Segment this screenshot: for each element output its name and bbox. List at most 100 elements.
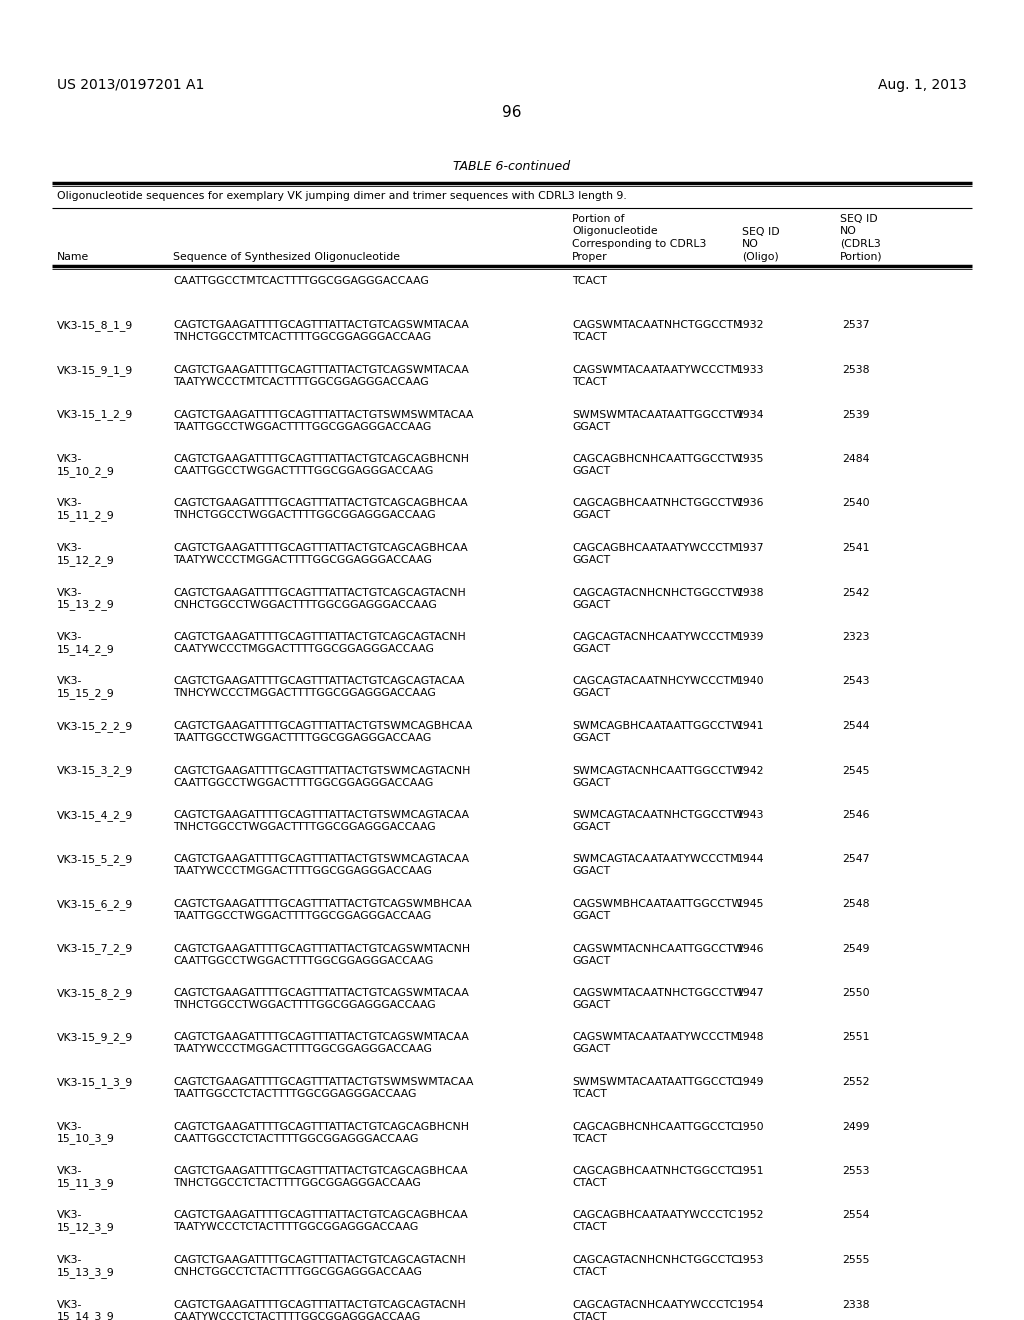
Text: 2546: 2546 [843,810,870,820]
Text: CAGSWMTACAATNHCTGGCCTM: CAGSWMTACAATNHCTGGCCTM [572,321,742,330]
Text: CAGTCTGAAGATTTTGCAGTTTATTACTGTCAGCAGTACNH: CAGTCTGAAGATTTTGCAGTTTATTACTGTCAGCAGTACN… [173,1299,466,1309]
Text: CAGTCTGAAGATTTTGCAGTTTATTACTGTCAGCAGBHCAA: CAGTCTGAAGATTTTGCAGTTTATTACTGTCAGCAGBHCA… [173,1166,468,1176]
Text: GGACT: GGACT [572,644,610,653]
Text: GGACT: GGACT [572,1044,610,1055]
Text: GGACT: GGACT [572,554,610,565]
Text: 2550: 2550 [843,987,870,998]
Text: GGACT: GGACT [572,866,610,876]
Text: CAGTCTGAAGATTTTGCAGTTTATTACTGTSWMCAGTACAA: CAGTCTGAAGATTTTGCAGTTTATTACTGTSWMCAGTACA… [173,854,469,865]
Text: 2323: 2323 [843,632,870,642]
Text: CAGTCTGAAGATTTTGCAGTTTATTACTGTCAGCAGTACNH: CAGTCTGAAGATTTTGCAGTTTATTACTGTCAGCAGTACN… [173,587,466,598]
Text: 1934: 1934 [736,409,764,420]
Text: 2540: 2540 [843,499,870,508]
Text: TAATTGGCCTWGGACTTTTGGCGGAGGGACCAAG: TAATTGGCCTWGGACTTTTGGCGGAGGGACCAAG [173,733,431,743]
Text: VK3-: VK3- [57,632,82,642]
Text: VK3-: VK3- [57,1255,82,1265]
Text: CAGTCTGAAGATTTTGCAGTTTATTACTGTCAGSWMTACAA: CAGTCTGAAGATTTTGCAGTTTATTACTGTCAGSWMTACA… [173,366,469,375]
Text: (Oligo): (Oligo) [742,252,778,261]
Text: 15_14_2_9: 15_14_2_9 [57,644,115,655]
Text: SWMCAGTACAATNHCTGGCCTW: SWMCAGTACAATNHCTGGCCTW [572,810,743,820]
Text: TAATYWCCCTMGGACTTTTGGCGGAGGGACCAAG: TAATYWCCCTMGGACTTTTGGCGGAGGGACCAAG [173,554,432,565]
Text: 2545: 2545 [843,766,870,776]
Text: CAATYWCCCTCTACTTTTGGCGGAGGGACCAAG: CAATYWCCCTCTACTTTTGGCGGAGGGACCAAG [173,1312,420,1320]
Text: 1954: 1954 [736,1299,764,1309]
Text: CAGTCTGAAGATTTTGCAGTTTATTACTGTSWMCAGTACNH: CAGTCTGAAGATTTTGCAGTTTATTACTGTSWMCAGTACN… [173,766,470,776]
Text: 1949: 1949 [736,1077,764,1086]
Text: CAGTCTGAAGATTTTGCAGTTTATTACTGTCAGSWMTACAA: CAGTCTGAAGATTTTGCAGTTTATTACTGTCAGSWMTACA… [173,321,469,330]
Text: VK3-15_7_2_9: VK3-15_7_2_9 [57,944,133,954]
Text: 2555: 2555 [843,1255,870,1265]
Text: 15_10_2_9: 15_10_2_9 [57,466,115,477]
Text: VK3-: VK3- [57,676,82,686]
Text: Proper: Proper [572,252,607,261]
Text: CTACT: CTACT [572,1267,606,1276]
Text: GGACT: GGACT [572,421,610,432]
Text: CAGCAGTACNHCNHCTGGCCTW: CAGCAGTACNHCNHCTGGCCTW [572,587,742,598]
Text: 96: 96 [502,106,522,120]
Text: CAGTCTGAAGATTTTGCAGTTTATTACTGTCAGCAGBHCNH: CAGTCTGAAGATTTTGCAGTTTATTACTGTCAGCAGBHCN… [173,1122,469,1131]
Text: CAGTCTGAAGATTTTGCAGTTTATTACTGTCAGSWMBHCAA: CAGTCTGAAGATTTTGCAGTTTATTACTGTCAGSWMBHCA… [173,899,472,909]
Text: 15_10_3_9: 15_10_3_9 [57,1134,115,1144]
Text: GGACT: GGACT [572,822,610,832]
Text: CTACT: CTACT [572,1222,606,1233]
Text: 15_11_2_9: 15_11_2_9 [57,511,115,521]
Text: 1935: 1935 [736,454,764,465]
Text: VK3-15_2_2_9: VK3-15_2_2_9 [57,721,133,731]
Text: 1943: 1943 [736,810,764,820]
Text: CAGCAGTACNHCAATYWCCCTM: CAGCAGTACNHCAATYWCCCTM [572,632,739,642]
Text: TAATYWCCCTCTACTTTTGGCGGAGGGACCAAG: TAATYWCCCTCTACTTTTGGCGGAGGGACCAAG [173,1222,418,1233]
Text: 1945: 1945 [736,899,764,909]
Text: VK3-: VK3- [57,1299,82,1309]
Text: Oligonucleotide: Oligonucleotide [572,227,657,236]
Text: CAATTGGCCTWGGACTTTTGGCGGAGGGACCAAG: CAATTGGCCTWGGACTTTTGGCGGAGGGACCAAG [173,777,433,788]
Text: TCACT: TCACT [572,1134,607,1143]
Text: 2548: 2548 [843,899,870,909]
Text: SEQ ID: SEQ ID [840,214,878,224]
Text: CAGCAGBHCAATNHCTGGCCTC: CAGCAGBHCAATNHCTGGCCTC [572,1166,739,1176]
Text: VK3-15_4_2_9: VK3-15_4_2_9 [57,810,133,821]
Text: VK3-15_9_1_9: VK3-15_9_1_9 [57,366,133,376]
Text: NO: NO [742,239,759,249]
Text: 2484: 2484 [843,454,870,465]
Text: Name: Name [57,252,89,261]
Text: CAGCAGBHCNHCAATTGGCCTC: CAGCAGBHCNHCAATTGGCCTC [572,1122,738,1131]
Text: VK3-15_8_1_9: VK3-15_8_1_9 [57,321,133,331]
Text: VK3-15_8_2_9: VK3-15_8_2_9 [57,987,133,999]
Text: CTACT: CTACT [572,1312,606,1320]
Text: VK3-15_3_2_9: VK3-15_3_2_9 [57,766,133,776]
Text: GGACT: GGACT [572,911,610,921]
Text: 2544: 2544 [843,721,870,731]
Text: CAGSWMTACNHCAATTGGCCTW: CAGSWMTACNHCAATTGGCCTW [572,944,743,953]
Text: 2547: 2547 [843,854,870,865]
Text: 1939: 1939 [736,632,764,642]
Text: 1933: 1933 [736,366,764,375]
Text: SWMCAGBHCAATAATTGGCCTW: SWMCAGBHCAATAATTGGCCTW [572,721,742,731]
Text: TNHCTGGCCTCTACTTTTGGCGGAGGGACCAAG: TNHCTGGCCTCTACTTTTGGCGGAGGGACCAAG [173,1177,421,1188]
Text: 1947: 1947 [736,987,764,998]
Text: CAGCAGTACNHCAATYWCCCTC: CAGCAGTACNHCAATYWCCCTC [572,1299,737,1309]
Text: TNHCTGGCCTWGGACTTTTGGCGGAGGGACCAAG: TNHCTGGCCTWGGACTTTTGGCGGAGGGACCAAG [173,822,435,832]
Text: CAGCAGBHCAATNHCTGGCCTW: CAGCAGBHCAATNHCTGGCCTW [572,499,742,508]
Text: 2541: 2541 [843,543,870,553]
Text: SWMSWMTACAATAATTGGCCTC: SWMSWMTACAATAATTGGCCTC [572,1077,739,1086]
Text: VK3-15_6_2_9: VK3-15_6_2_9 [57,899,133,909]
Text: TAATYWCCCTMGGACTTTTGGCGGAGGGACCAAG: TAATYWCCCTMGGACTTTTGGCGGAGGGACCAAG [173,866,432,876]
Text: 15_12_3_9: 15_12_3_9 [57,1222,115,1233]
Text: CNHCTGGCCTCTACTTTTGGCGGAGGGACCAAG: CNHCTGGCCTCTACTTTTGGCGGAGGGACCAAG [173,1267,422,1276]
Text: SWMSWMTACAATAATTGGCCTW: SWMSWMTACAATAATTGGCCTW [572,409,743,420]
Text: CAGTCTGAAGATTTTGCAGTTTATTACTGTCAGCAGBHCAA: CAGTCTGAAGATTTTGCAGTTTATTACTGTCAGCAGBHCA… [173,543,468,553]
Text: GGACT: GGACT [572,956,610,965]
Text: 15_14_3_9: 15_14_3_9 [57,1312,115,1320]
Text: NO: NO [840,227,857,236]
Text: 1941: 1941 [736,721,764,731]
Text: CTACT: CTACT [572,1177,606,1188]
Text: TNHCTGGCCTMTCACTTTTGGCGGAGGGACCAAG: TNHCTGGCCTMTCACTTTTGGCGGAGGGACCAAG [173,333,431,342]
Text: CAGCAGBHCAATAATYWCCCTM: CAGCAGBHCAATAATYWCCCTM [572,543,739,553]
Text: 2542: 2542 [843,587,870,598]
Text: TCACT: TCACT [572,333,607,342]
Text: VK3-: VK3- [57,454,82,465]
Text: TAATTGGCCTWGGACTTTTGGCGGAGGGACCAAG: TAATTGGCCTWGGACTTTTGGCGGAGGGACCAAG [173,911,431,921]
Text: CAGTCTGAAGATTTTGCAGTTTATTACTGTCAGSWMTACAA: CAGTCTGAAGATTTTGCAGTTTATTACTGTCAGSWMTACA… [173,987,469,998]
Text: 1952: 1952 [736,1210,764,1221]
Text: CAATYWCCCTMGGACTTTTGGCGGAGGGACCAAG: CAATYWCCCTMGGACTTTTGGCGGAGGGACCAAG [173,644,434,653]
